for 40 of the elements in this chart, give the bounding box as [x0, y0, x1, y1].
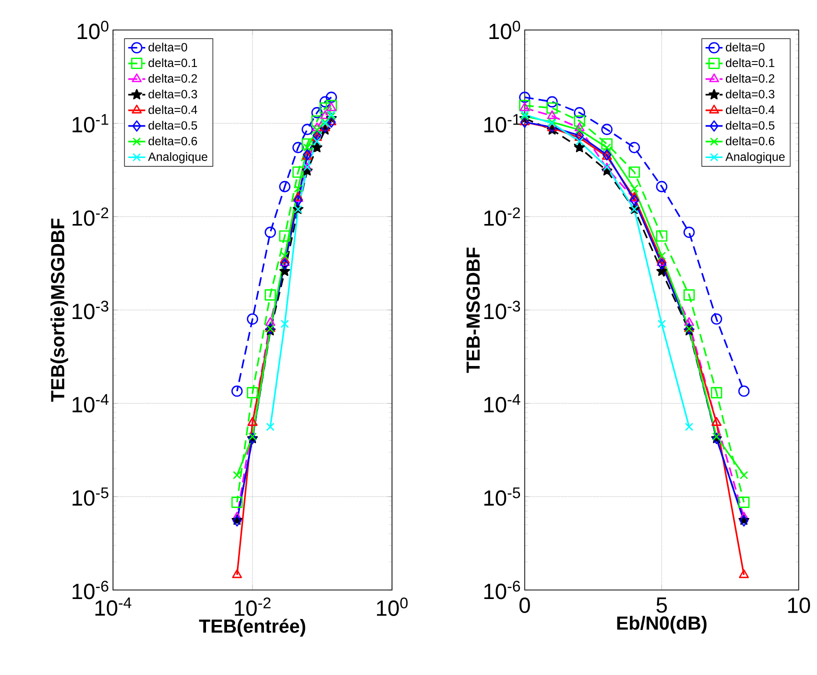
- x-tick-label: 10$^{-2}$: [234, 598, 270, 616]
- y-axis-title: TEB-MSGDBF: [466, 248, 480, 373]
- x-tick-label: 10$^{0}$: [376, 598, 408, 616]
- y-tick-label: 10$^{-3}$: [484, 300, 520, 320]
- y-tick-label: 10$^{0}$: [78, 20, 108, 40]
- legend-label: delta=0.6: [726, 136, 774, 146]
- legend-label: delta=0: [726, 42, 764, 52]
- legend-label: delta=0.3: [148, 90, 198, 98]
- x-axis-title: TEB(entrée): [199, 618, 306, 637]
- legend-label: delta=0.5: [726, 120, 774, 130]
- y-tick-label: 10$^{0}$: [489, 20, 520, 40]
- legend-label: Analogique: [725, 152, 785, 164]
- y-tick-label: 10$^{-4}$: [72, 394, 109, 412]
- y-tick-label: 10$^{-2}$: [484, 207, 520, 226]
- legend-label: delta=0.1: [148, 58, 197, 68]
- legend-label: delta=0: [148, 42, 188, 52]
- legend-label: delta=0.6: [148, 136, 198, 146]
- legend-label: delta=0.4: [726, 105, 775, 114]
- legend-label: delta=0.2: [148, 74, 197, 83]
- y-tick-label: 10$^{-2}$: [72, 207, 108, 226]
- y-tick-label: 10$^{-1}$: [72, 114, 108, 132]
- legend-label: Analogique: [148, 152, 208, 164]
- legend-label: delta=0.4: [148, 105, 198, 114]
- x-tick-label: 10: [788, 598, 810, 614]
- x-tick-label: 10$^{-4}$: [95, 598, 132, 616]
- y-tick-label: 10$^{-4}$: [484, 394, 520, 412]
- legend-label: delta=0.2: [726, 74, 774, 83]
- y-tick-label: 10$^{-5}$: [484, 488, 520, 506]
- y-tick-label: 10$^{-5}$: [72, 488, 108, 506]
- y-tick-label: 10$^{-6}$: [72, 580, 108, 600]
- y-tick-label: 10$^{-3}$: [72, 300, 108, 320]
- x-axis-title: Eb/N0(dB): [617, 616, 707, 634]
- x-tick-label: 5: [656, 598, 667, 613]
- y-tick-label: 10$^{-6}$: [484, 580, 520, 600]
- y-axis-title: TEB(sortie)MSGDBF: [50, 218, 68, 402]
- legend-label: delta=0.1: [726, 58, 774, 68]
- x-tick-label: 0: [519, 598, 530, 614]
- legend-label: delta=0.5: [148, 120, 198, 130]
- legend-label: delta=0.3: [726, 90, 774, 98]
- y-tick-label: 10$^{-1}$: [484, 114, 520, 132]
